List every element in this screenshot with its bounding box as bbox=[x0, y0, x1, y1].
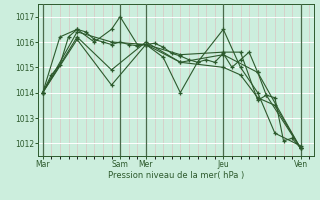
X-axis label: Pression niveau de la mer( hPa ): Pression niveau de la mer( hPa ) bbox=[108, 171, 244, 180]
